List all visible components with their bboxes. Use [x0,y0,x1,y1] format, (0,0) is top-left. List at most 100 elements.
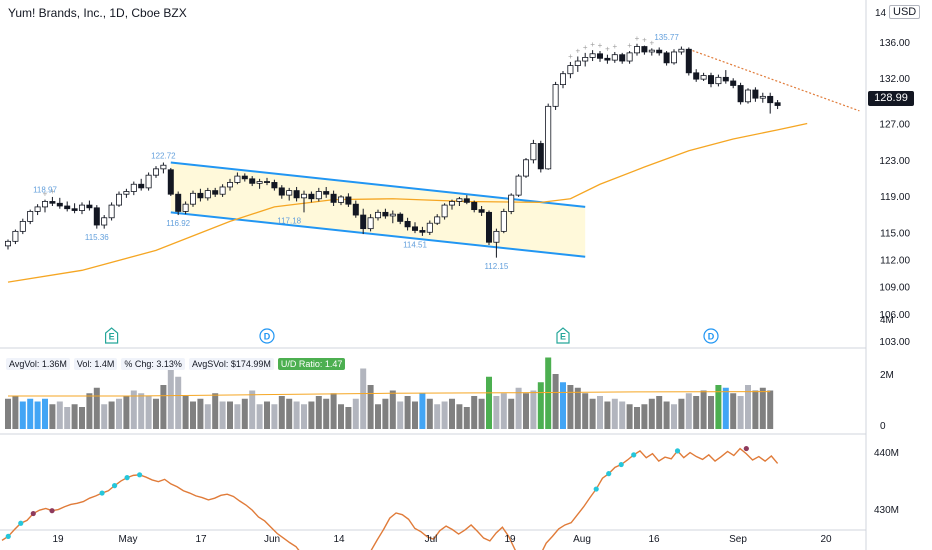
rs-new-high-dot [593,486,599,492]
price-annotation: 115.36 [85,233,109,242]
event-marker-label: D [264,332,271,342]
high-marker: + [583,43,588,52]
time-tick-label: Jul [425,534,438,545]
volume-bar [145,396,152,429]
candle [175,191,182,216]
volume-bar [493,396,500,429]
candle [752,87,759,102]
candle [537,140,544,173]
candle-body [552,84,559,107]
candle [145,172,152,191]
candle-body [700,75,707,80]
volume-bar [767,390,774,429]
rs-tick-label: 440M [874,448,899,459]
candle-body [337,196,344,203]
candle [182,201,189,215]
candle [234,172,241,185]
candle-body [108,204,115,219]
dividend-marker-shape [259,328,275,344]
rs-line-path [1,447,779,550]
volume-bar [397,401,404,429]
price-annotation: 114.51 [403,241,427,250]
candle-body [767,95,774,104]
candle [448,199,455,210]
candle-body [219,186,226,195]
candle-body [471,201,478,211]
candle-body [530,143,537,161]
candle [589,50,596,62]
candle [330,190,337,206]
volume-tick-label: 2M [880,370,894,381]
candle [471,200,478,213]
candle-body [493,230,500,243]
volume-bar [330,393,337,429]
candle [671,49,678,65]
candle [619,52,626,64]
volume-tick-label: 0 [880,421,886,432]
candle-body [182,203,189,212]
candle [300,190,307,213]
candle-body [79,204,86,211]
volume-bar [463,407,470,429]
volume-bar [27,398,34,429]
earnings-marker[interactable]: E [105,327,119,344]
vol-label: Vol: 1.4M [73,358,118,370]
candle [123,188,130,198]
candle-body [256,181,263,184]
currency-button[interactable]: USD [889,5,921,19]
candle-body [523,159,530,177]
candle [19,218,26,235]
avg-dollar-vol-label: AvgSVol: $174.99M [188,358,274,370]
candle-body [411,226,418,231]
candle-body [56,202,63,207]
earnings-marker[interactable]: E [556,327,570,344]
candle-body [34,206,41,212]
price-annotation: 135.77 [654,33,679,42]
time-tick-label: Jun [264,534,280,545]
volume-bar [264,401,270,429]
volume-average-line [8,391,771,397]
channel-lower-line [170,211,586,258]
volume-bar [49,404,56,429]
price-tick-label: 123.00 [879,156,910,167]
volume-bar [93,387,100,429]
candle-body [263,181,270,183]
rs-new-high-dot [606,471,612,477]
dividend-marker[interactable]: D [259,328,275,344]
volume-bar [182,396,189,429]
volume-bar [456,404,463,429]
candle [745,88,752,104]
candle [767,92,774,114]
candle [212,187,219,197]
time-tick-label: May [119,534,138,545]
volume-bar [153,398,159,429]
candle [463,195,470,205]
volume-bar [360,368,367,429]
candle-body [145,174,152,189]
price-tick-label: 115.00 [880,228,910,239]
candle-body [478,209,485,213]
price-annotation: 116.92 [166,219,190,228]
price-annotation: 112.15 [484,262,508,271]
time-tick-label: 19 [52,534,64,545]
candle-body [426,222,433,233]
volume-bar [241,398,248,429]
candle-body [360,214,367,230]
volume-bar [759,387,766,429]
candle-body [597,53,604,59]
candle-body [671,51,678,64]
relative-strength-pane [1,445,779,550]
candle-body [64,205,71,210]
candle-body [685,48,692,74]
volume-bar [315,396,322,429]
dividend-marker-shape [703,328,719,344]
candle-body [226,182,233,188]
volume-bar [597,396,603,429]
candle [678,46,685,55]
time-tick-label: 20 [820,534,832,545]
volume-bar [367,385,374,429]
dividend-marker[interactable]: D [703,328,719,344]
event-marker-label: E [560,332,566,342]
